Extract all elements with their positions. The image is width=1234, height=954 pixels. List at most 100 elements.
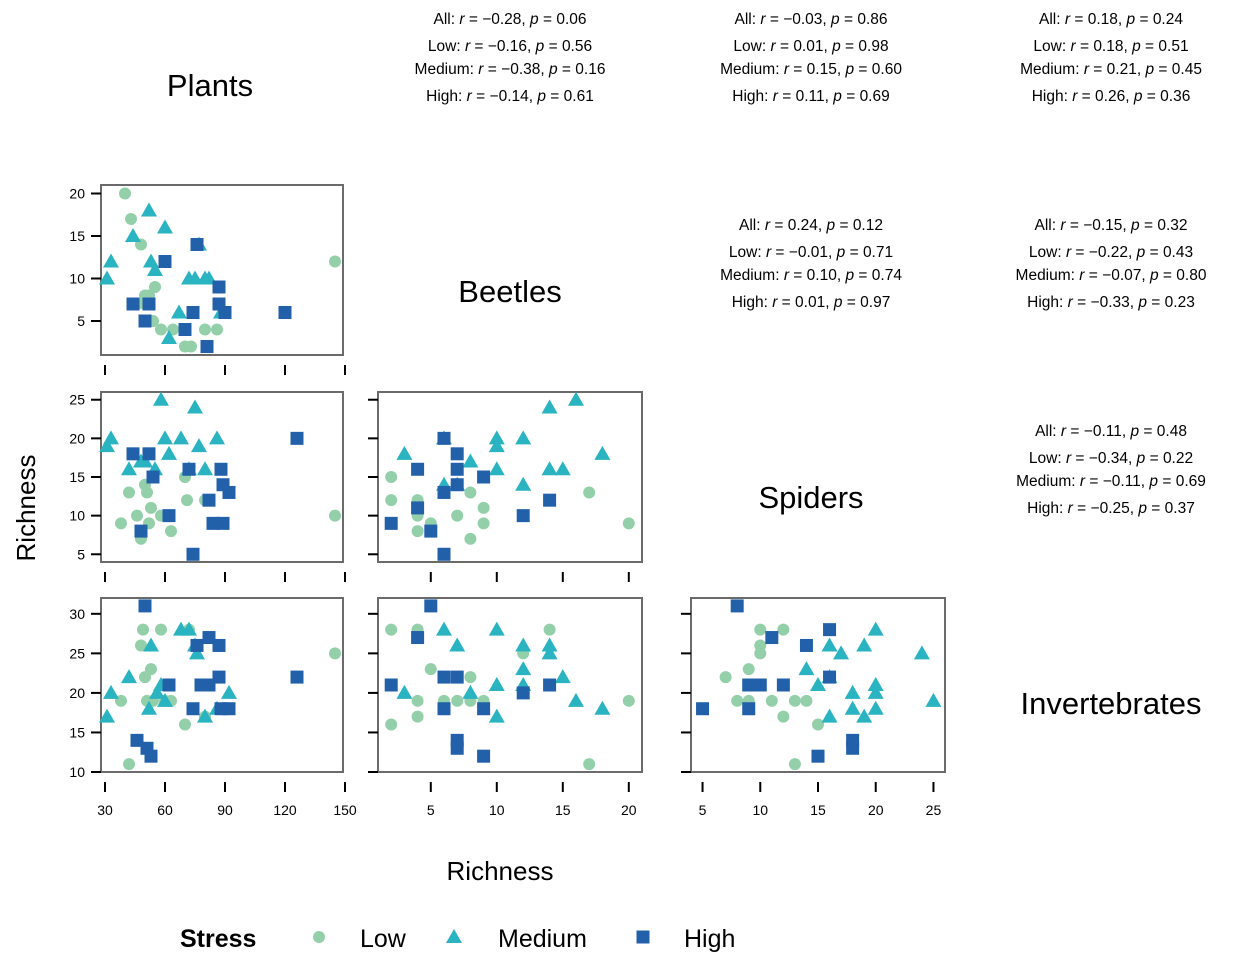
stat-fixed-text: = xyxy=(854,267,872,284)
point-low xyxy=(800,694,813,707)
stat-fixed-text: p xyxy=(836,244,846,261)
point-low xyxy=(464,486,477,499)
stat-value: −0.11 xyxy=(1103,473,1141,490)
stat-value: 0.61 xyxy=(564,88,594,105)
point-high xyxy=(730,599,744,613)
stat-value: High xyxy=(732,294,764,311)
stat-fixed-text: = xyxy=(845,244,863,261)
stat-value: 0.16 xyxy=(575,61,605,78)
x-tick-label: 25 xyxy=(926,802,942,818)
point-low xyxy=(125,213,137,225)
stat-value: −0.16 xyxy=(488,38,527,55)
stat-fixed-text: : xyxy=(1052,217,1061,234)
point-medium xyxy=(157,219,173,234)
stat-fixed-text: = xyxy=(776,38,794,55)
stat-value: All xyxy=(739,217,756,234)
stat-line: High: r = −0.25, p = 0.37 xyxy=(1027,500,1195,517)
stat-fixed-text: , xyxy=(1125,88,1134,105)
point-high xyxy=(142,447,156,461)
panel-frame xyxy=(100,184,344,356)
point-medium xyxy=(153,391,169,406)
stat-value: High xyxy=(732,88,764,105)
stat-fixed-text: = xyxy=(841,38,859,55)
y-tick-label: 5 xyxy=(77,313,85,329)
stat-value: Medium xyxy=(1016,267,1071,284)
stat-value: −0.01 xyxy=(789,244,828,261)
point-low xyxy=(543,623,556,636)
point-high xyxy=(134,524,148,538)
point-medium xyxy=(171,304,187,319)
stat-fixed-text: r xyxy=(772,294,778,311)
stat-fixed-text: p xyxy=(1136,244,1146,261)
point-medium xyxy=(488,621,505,636)
point-low xyxy=(719,671,732,684)
x-tick-label: 15 xyxy=(555,802,571,818)
point-medium xyxy=(488,438,505,453)
point-high xyxy=(811,749,825,763)
point-medium xyxy=(867,684,884,699)
y-tick-label: 20 xyxy=(69,430,85,446)
stat-fixed-text: = xyxy=(777,294,795,311)
point-low xyxy=(385,494,398,507)
stat-value: 0.22 xyxy=(1163,450,1193,467)
stat-fixed-text: , xyxy=(1128,244,1137,261)
scatter-panel-beetles-vs-spiders xyxy=(368,391,643,582)
stat-value: All xyxy=(1039,11,1056,28)
stat-fixed-text: = xyxy=(472,88,490,105)
stats-spiders-invertebrates: All: r = −0.11, p = 0.48 Low: r = −0.34, … xyxy=(1016,423,1206,517)
point-medium xyxy=(147,262,163,276)
stat-value: 0.37 xyxy=(1165,500,1195,517)
y-tick-label: 20 xyxy=(69,186,85,202)
stat-line: Medium: r = 0.15, p = 0.60 xyxy=(720,61,902,78)
point-low xyxy=(385,623,398,636)
point-low xyxy=(179,718,191,731)
stat-value: −0.11 xyxy=(1084,423,1122,440)
point-medium xyxy=(867,700,884,715)
point-medium xyxy=(594,700,611,715)
legend-marker-low xyxy=(313,931,325,943)
y-tick-label: 30 xyxy=(69,606,85,622)
stat-line: High: r = 0.11, p = 0.69 xyxy=(732,88,889,105)
point-low xyxy=(583,758,596,771)
stat-fixed-text: r xyxy=(765,217,771,234)
point-medium xyxy=(173,430,189,445)
y-tick-label: 5 xyxy=(77,546,85,562)
stat-fixed-text: = xyxy=(1139,423,1157,440)
x-tick-label: 30 xyxy=(97,802,113,818)
diagonal-label-invertebrates: Invertebrates xyxy=(1021,686,1202,721)
point-medium xyxy=(197,708,213,723)
stat-value: −0.22 xyxy=(1089,244,1128,261)
point-high xyxy=(144,749,158,763)
stats-plants-invertebrates: All: r = 0.18, p = 0.24 Low: r = 0.18, p … xyxy=(1020,11,1202,105)
panel-frame xyxy=(100,597,344,773)
point-high xyxy=(222,702,236,716)
stat-fixed-text: = xyxy=(1141,38,1159,55)
stat-value: High xyxy=(1032,88,1064,105)
stat-fixed-text: r xyxy=(770,38,776,55)
scatter-panel-plants-vs-beetles: 5 10 15 20 xyxy=(69,184,346,375)
point-high xyxy=(437,702,451,716)
point-high xyxy=(212,280,226,294)
point-medium xyxy=(103,684,119,699)
stat-value: Medium xyxy=(1020,61,1075,78)
stat-fixed-text: = xyxy=(1147,294,1165,311)
stat-fixed-text: : xyxy=(1057,450,1066,467)
stat-line: High: r = −0.14, p = 0.61 xyxy=(426,88,594,105)
diagonal-label-spiders: Spiders xyxy=(758,480,863,515)
point-medium xyxy=(143,637,159,652)
legend-title: Stress xyxy=(180,925,256,953)
stat-value: 0.60 xyxy=(872,61,903,78)
point-high xyxy=(202,493,216,507)
point-high xyxy=(214,462,228,476)
x-tick-label: 60 xyxy=(157,802,173,818)
x-axis-title: Richness xyxy=(447,856,554,886)
point-medium xyxy=(844,684,861,699)
y-tick-label: 10 xyxy=(69,271,85,287)
point-high xyxy=(190,638,204,652)
stat-fixed-text: = xyxy=(789,61,807,78)
stat-fixed-text: p xyxy=(826,217,836,234)
stat-fixed-text: p xyxy=(1126,11,1136,28)
stat-fixed-text: = xyxy=(1135,11,1153,28)
y-tick-label: 15 xyxy=(69,228,85,244)
